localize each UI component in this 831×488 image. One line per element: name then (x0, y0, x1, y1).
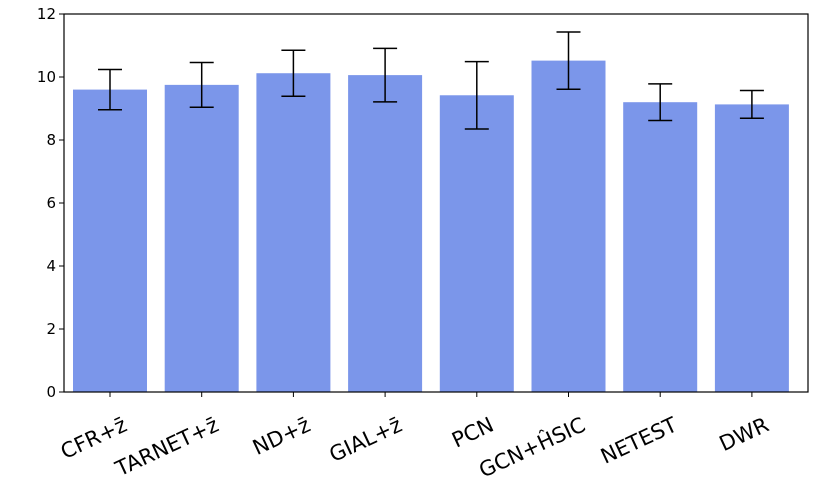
y-tick-label-6: 12 (37, 5, 56, 23)
x-category-label-2: ND+z̄ (249, 413, 314, 460)
y-tick-label-4: 8 (46, 131, 56, 149)
y-tick-label-2: 4 (46, 257, 56, 275)
error-bar-0 (98, 68, 122, 111)
bar-7 (714, 104, 789, 392)
y-axis: 0 2 4 6 8 10 12 (37, 5, 64, 401)
error-bar-7 (739, 89, 764, 120)
y-tick-label-1: 2 (46, 320, 56, 338)
y-tick-label-5: 10 (37, 68, 56, 86)
x-category-label-4: PCN (448, 413, 497, 453)
x-category-label-7: DWR (716, 413, 773, 457)
x-category-label-3: GIAL+z̄ (326, 413, 406, 467)
y-tick-label-3: 6 (46, 194, 56, 212)
bar-3 (348, 75, 423, 393)
error-bar-6 (648, 83, 673, 122)
bar-6 (623, 102, 698, 392)
bar-0 (73, 89, 147, 392)
x-category-label-5: GCN+ĤSIC (475, 412, 589, 483)
error-bar-5 (556, 31, 581, 91)
bar-5 (531, 60, 606, 393)
error-bar-4 (464, 60, 489, 130)
error-bars-group (98, 31, 764, 130)
x-category-label-1: TARNET+z̄ (111, 413, 222, 482)
bar-1 (164, 84, 239, 392)
bar-4 (439, 95, 514, 393)
bars-group (73, 60, 789, 393)
error-bar-1 (189, 61, 214, 108)
error-bar-3 (373, 47, 398, 103)
bar-2 (256, 73, 331, 392)
y-tick-label-0: 0 (46, 383, 56, 401)
error-bar-2 (281, 49, 306, 97)
x-category-label-6: NETEST (597, 412, 681, 468)
